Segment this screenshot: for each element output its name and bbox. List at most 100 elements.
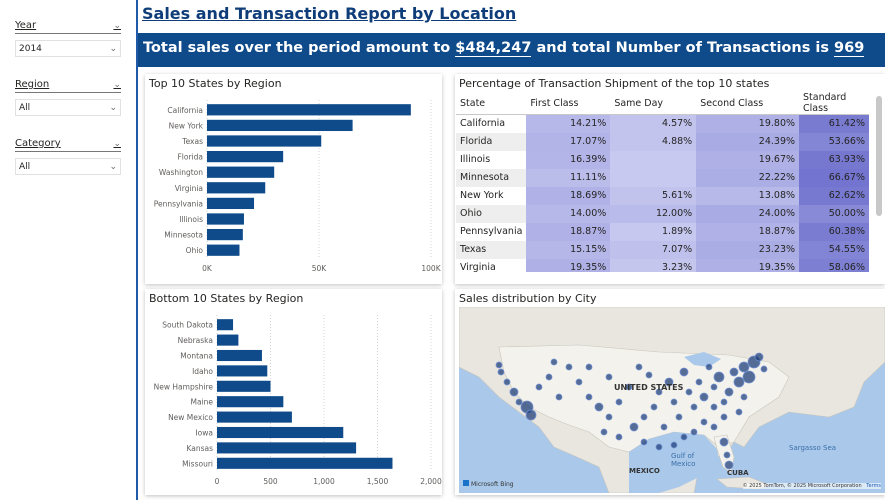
city-bubble[interactable] [710, 403, 718, 411]
city-bubble[interactable] [754, 352, 764, 362]
table-row[interactable]: Pennsylvania 18.87% 1.89% 18.87% 60.38% [456, 222, 869, 241]
city-bubble[interactable] [525, 409, 537, 421]
city-bubble[interactable] [675, 413, 683, 421]
table-scrollbar[interactable] [876, 96, 882, 216]
bar[interactable] [217, 396, 284, 408]
city-bubble[interactable] [625, 383, 633, 391]
city-bubble[interactable] [724, 460, 734, 470]
city-bubble[interactable] [664, 377, 674, 387]
table-row[interactable]: Ohio 14.00% 12.00% 24.00% 50.00% [456, 204, 869, 223]
sales-map[interactable]: UNITED STATES Gulf of Mexico Sargasso Se… [459, 307, 885, 493]
city-bubble[interactable] [690, 428, 698, 436]
city-bubble[interactable] [629, 422, 639, 432]
bar[interactable] [207, 228, 243, 241]
bar[interactable] [217, 349, 262, 362]
city-bubble[interactable] [742, 370, 756, 384]
bar[interactable] [207, 244, 240, 256]
bar[interactable] [217, 457, 393, 469]
city-bubble[interactable] [723, 451, 731, 459]
city-bubble[interactable] [670, 398, 678, 406]
city-bubble[interactable] [733, 376, 745, 388]
city-bubble[interactable] [605, 413, 613, 421]
shipment-table-viewport[interactable]: State First Class Same Day Second Class … [456, 92, 869, 272]
bottom10-chart-panel[interactable]: Bottom 10 States by Region 0 500 1,000 1,50… [145, 289, 442, 495]
city-bubble[interactable] [503, 378, 511, 386]
city-bubble[interactable] [740, 393, 748, 401]
bar[interactable] [217, 319, 234, 331]
city-bubble[interactable] [497, 368, 505, 376]
table-row[interactable]: California 14.21% 4.57% 19.80% 61.42% [456, 114, 869, 133]
city-bubble[interactable] [713, 371, 725, 383]
city-bubble[interactable] [690, 403, 698, 411]
city-bubble[interactable] [640, 413, 648, 421]
bar[interactable] [207, 135, 322, 147]
city-bubble[interactable] [679, 367, 689, 377]
column-header[interactable]: Second Class [696, 92, 800, 115]
city-bubble[interactable] [615, 398, 623, 406]
city-bubble[interactable] [550, 358, 558, 366]
city-bubble[interactable] [655, 443, 663, 451]
city-bubble[interactable] [685, 388, 693, 396]
bar[interactable] [207, 104, 411, 116]
city-bubble[interactable] [724, 387, 734, 397]
city-bubble[interactable] [720, 398, 728, 406]
city-bubble[interactable] [615, 433, 623, 441]
city-bubble[interactable] [710, 383, 718, 391]
table-row[interactable]: Minnesota 11.11% 22.22% 66.67% [456, 168, 869, 187]
city-bubble[interactable] [545, 373, 553, 381]
city-bubble[interactable] [720, 413, 728, 421]
city-bubble[interactable] [635, 363, 643, 371]
bar[interactable] [217, 426, 344, 439]
city-bubble[interactable] [600, 428, 608, 436]
bar[interactable] [217, 411, 292, 423]
bar[interactable] [217, 442, 357, 454]
bar[interactable] [207, 150, 284, 163]
city-bubble[interactable] [515, 398, 523, 406]
bar[interactable] [207, 182, 266, 194]
city-bubble[interactable] [585, 363, 593, 371]
city-bubble[interactable] [655, 388, 663, 396]
column-header[interactable]: Standard Class [799, 92, 869, 115]
city-bubble[interactable] [594, 402, 604, 412]
city-bubble[interactable] [700, 418, 708, 426]
city-bubble[interactable] [575, 378, 583, 386]
region-dropdown[interactable]: All ⌄ [15, 99, 121, 116]
chevron-down-icon[interactable]: ⌄ [113, 138, 121, 149]
column-header[interactable]: Same Day [610, 92, 697, 115]
chevron-down-icon[interactable]: ⌄ [113, 79, 121, 90]
city-bubble[interactable] [585, 393, 593, 401]
chevron-down-icon[interactable]: ⌄ [113, 20, 121, 31]
year-dropdown[interactable]: 2014 ⌄ [15, 40, 121, 57]
table-row[interactable]: Virginia 19.35% 3.23% 19.35% 58.06% [456, 258, 869, 272]
city-bubble[interactable] [719, 437, 729, 447]
category-dropdown[interactable]: All ⌄ [15, 158, 121, 175]
table-row[interactable]: Texas 15.15% 7.07% 23.23% 54.55% [456, 240, 869, 259]
bar[interactable] [217, 334, 239, 346]
bar[interactable] [217, 380, 271, 392]
bar[interactable] [207, 213, 244, 225]
city-bubble[interactable] [695, 378, 703, 386]
city-bubble[interactable] [605, 373, 613, 381]
city-bubble[interactable] [670, 441, 678, 449]
city-bubble[interactable] [735, 408, 743, 416]
city-bubble[interactable] [509, 387, 519, 397]
terms-link[interactable]: Terms [866, 483, 881, 489]
city-bubble[interactable] [555, 393, 563, 401]
table-row[interactable]: Florida 17.07% 4.88% 24.39% 53.66% [456, 132, 869, 151]
table-row[interactable]: Illinois 16.39% 19.67% 63.93% [456, 150, 869, 169]
city-bubble[interactable] [729, 367, 739, 377]
bar[interactable] [207, 197, 255, 210]
top10-chart-panel[interactable]: Top 10 States by Region 0K 50K 100K Califor… [145, 74, 442, 284]
bar[interactable] [217, 365, 268, 377]
city-bubble[interactable] [565, 363, 573, 371]
column-header[interactable]: State [456, 92, 527, 115]
city-bubble[interactable] [710, 423, 718, 431]
city-bubble[interactable] [680, 433, 688, 441]
table-row[interactable]: New York 18.69% 5.61% 13.08% 62.62% [456, 186, 869, 205]
bar[interactable] [207, 119, 353, 132]
bar[interactable] [207, 166, 275, 178]
city-bubble[interactable] [699, 392, 709, 402]
city-bubble[interactable] [640, 438, 648, 446]
city-bubble[interactable] [760, 365, 768, 373]
city-bubble[interactable] [660, 423, 668, 431]
